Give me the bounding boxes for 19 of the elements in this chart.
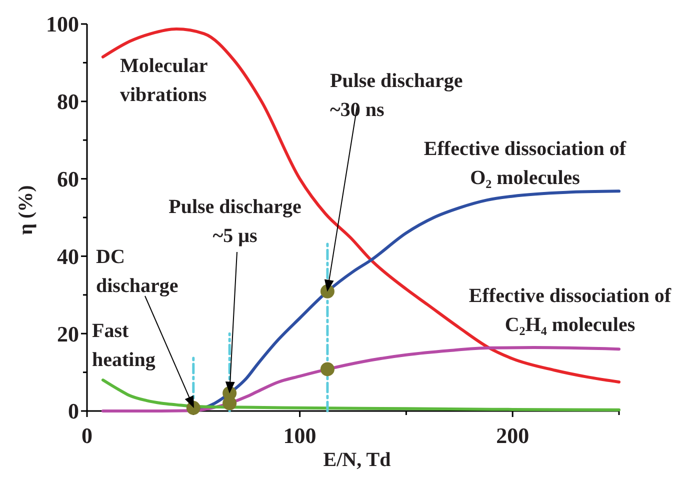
y-tick-label: 80: [57, 89, 79, 114]
annotation: Pulse discharge ~30 ns: [330, 70, 463, 121]
y-tick-label: 40: [57, 244, 79, 269]
x-axis-title: E/N, Td: [323, 449, 391, 471]
y-tick-label: 60: [57, 166, 79, 192]
y-tick-label: 100: [46, 12, 79, 37]
y-tick-label: 0: [68, 398, 79, 424]
series-label: Effective dissociation of C₂H₄ molecules: [468, 285, 672, 336]
series-label: Molecular vibrations: [120, 55, 208, 106]
annotation: DC discharge: [96, 246, 178, 297]
series-label: Fast heating: [92, 320, 156, 371]
x-tick-label: 200: [496, 423, 530, 448]
x-tick-label: 100: [283, 423, 316, 448]
point: [222, 396, 237, 410]
point: [320, 362, 334, 376]
y-axis-title: η (%): [15, 185, 37, 235]
annotation: Pulse discharge ~5 μs: [168, 196, 302, 247]
y-tick-label: 20: [57, 321, 79, 346]
series-label: Effective dissociation of O₂ molecules: [424, 138, 626, 189]
